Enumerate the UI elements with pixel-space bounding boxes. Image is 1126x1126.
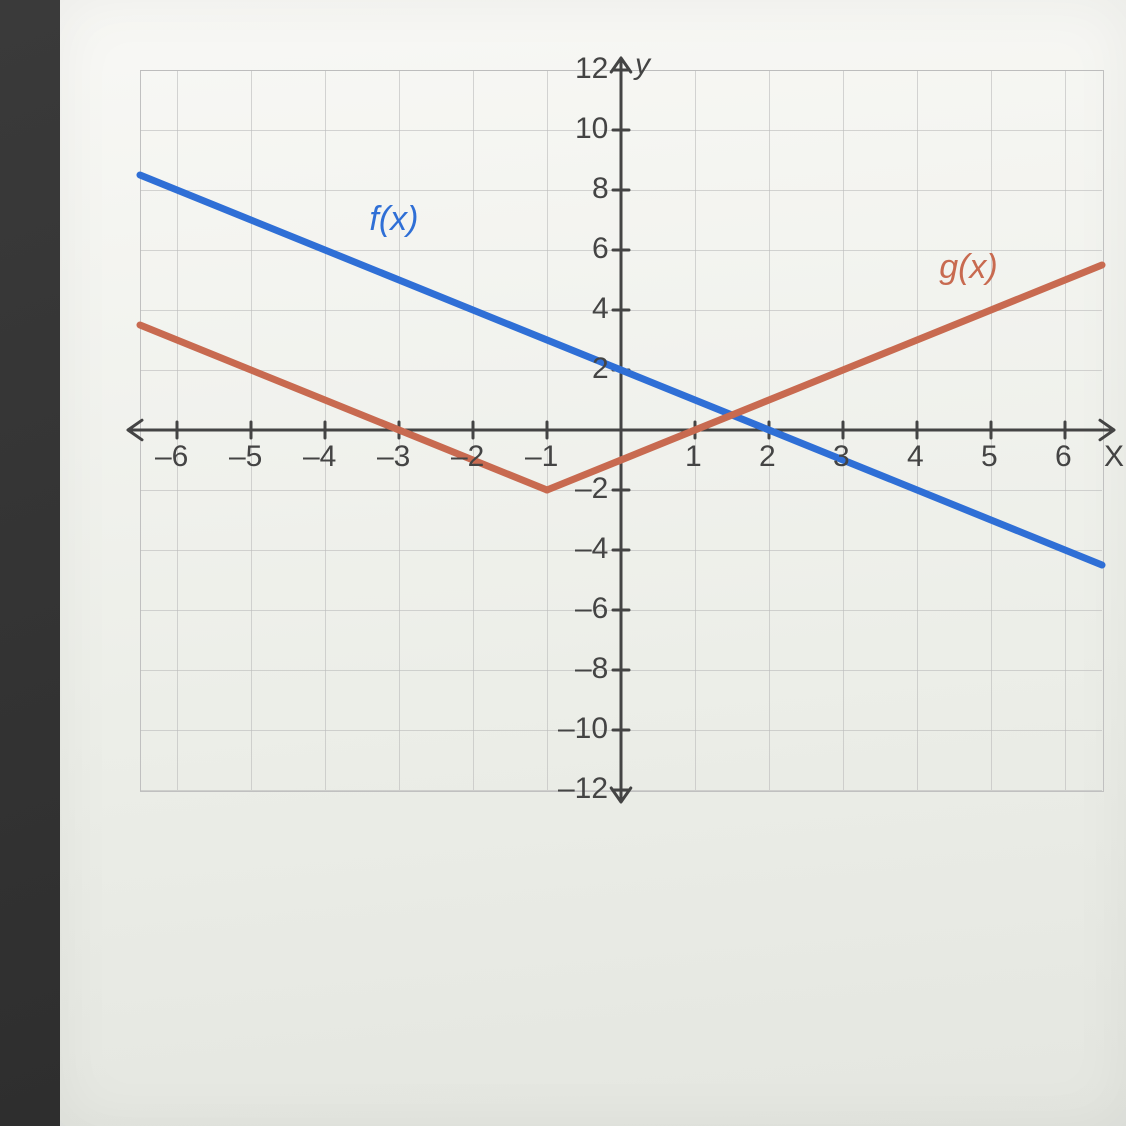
y-tick-label: –8 xyxy=(575,652,608,686)
coordinate-plane: –6–5–4–3–2–112345612108642–2–4–6–8–10–12… xyxy=(140,70,1102,790)
x-tick-label: 6 xyxy=(1055,440,1072,474)
y-tick-label: 10 xyxy=(575,112,608,146)
axes-and-series xyxy=(140,70,1102,790)
series-g(x) xyxy=(140,325,547,490)
y-tick-label: 4 xyxy=(592,292,609,326)
x-tick-label: 4 xyxy=(907,440,924,474)
y-axis-label: y xyxy=(635,48,650,82)
x-tick-label: –4 xyxy=(303,440,336,474)
x-tick-label: –1 xyxy=(525,440,558,474)
paper-background: –6–5–4–3–2–112345612108642–2–4–6–8–10–12… xyxy=(60,0,1126,1126)
screenshot-frame: –6–5–4–3–2–112345612108642–2–4–6–8–10–12… xyxy=(0,0,1126,1126)
x-tick-label: 2 xyxy=(759,440,776,474)
y-tick-label: 12 xyxy=(575,52,608,86)
x-tick-label: 3 xyxy=(833,440,850,474)
x-tick-label: 1 xyxy=(685,440,702,474)
y-tick-label: –12 xyxy=(558,772,608,806)
x-tick-label: 5 xyxy=(981,440,998,474)
x-tick-label: –2 xyxy=(451,440,484,474)
y-tick-label: –4 xyxy=(575,532,608,566)
y-tick-label: –2 xyxy=(575,472,608,506)
y-tick-label: 2 xyxy=(592,352,609,386)
x-tick-label: –3 xyxy=(377,440,410,474)
y-tick-label: –6 xyxy=(575,592,608,626)
x-axis-label: X xyxy=(1104,440,1124,474)
y-tick-label: 8 xyxy=(592,172,609,206)
x-tick-label: –5 xyxy=(229,440,262,474)
x-tick-label: –6 xyxy=(155,440,188,474)
y-tick-label: –10 xyxy=(558,712,608,746)
y-tick-label: 6 xyxy=(592,232,609,266)
series-label-gx: g(x) xyxy=(939,248,998,287)
series-label-fx: f(x) xyxy=(369,200,418,239)
